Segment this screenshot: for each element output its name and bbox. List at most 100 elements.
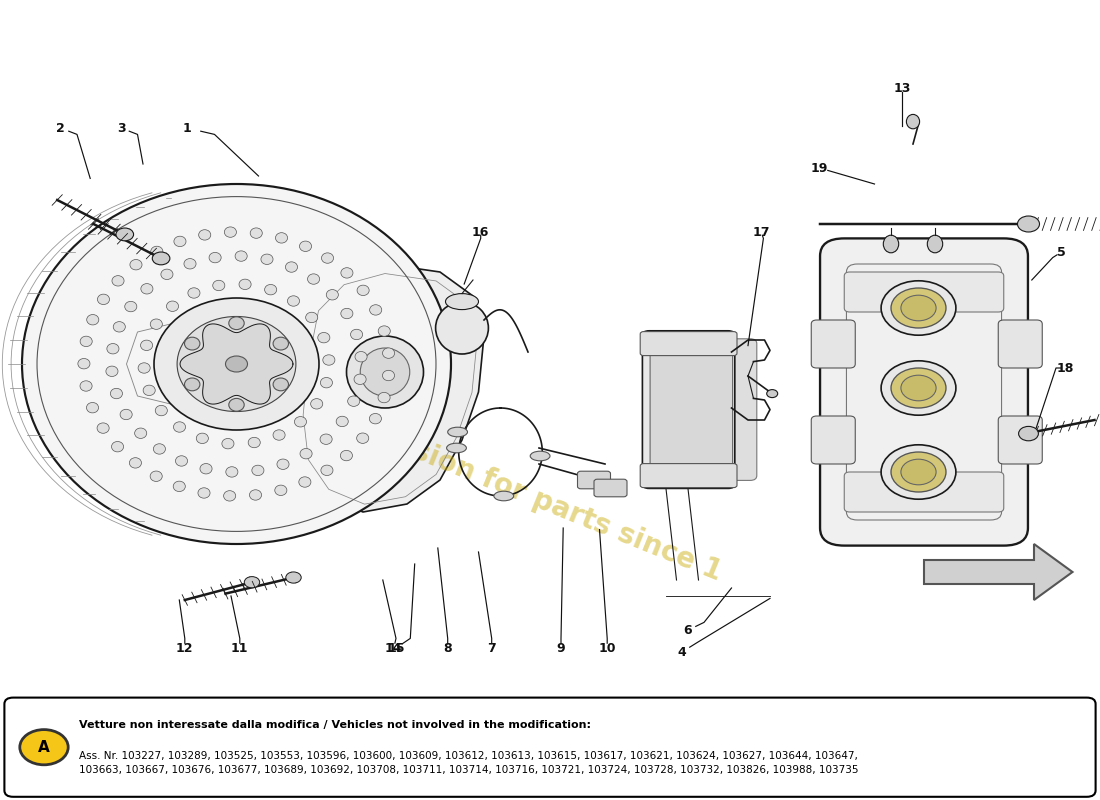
Ellipse shape <box>120 410 132 420</box>
FancyBboxPatch shape <box>845 472 1003 512</box>
Ellipse shape <box>881 281 956 335</box>
Ellipse shape <box>226 466 238 477</box>
FancyBboxPatch shape <box>642 331 735 488</box>
Text: euro: euro <box>197 374 419 458</box>
Ellipse shape <box>150 471 162 482</box>
Text: 7: 7 <box>487 642 496 654</box>
Ellipse shape <box>188 288 200 298</box>
Ellipse shape <box>130 458 142 468</box>
Ellipse shape <box>378 392 390 402</box>
FancyBboxPatch shape <box>640 331 737 355</box>
Text: 1: 1 <box>183 122 191 134</box>
Ellipse shape <box>106 366 118 377</box>
Ellipse shape <box>261 254 273 265</box>
Text: 16: 16 <box>472 226 490 238</box>
Ellipse shape <box>901 295 936 321</box>
Ellipse shape <box>310 398 322 409</box>
Ellipse shape <box>275 485 287 495</box>
Ellipse shape <box>229 317 244 330</box>
Ellipse shape <box>199 230 211 240</box>
FancyBboxPatch shape <box>578 471 610 489</box>
Ellipse shape <box>321 253 333 263</box>
Polygon shape <box>297 264 484 512</box>
Ellipse shape <box>176 456 188 466</box>
Ellipse shape <box>275 233 287 243</box>
FancyBboxPatch shape <box>845 272 1003 312</box>
Ellipse shape <box>151 319 163 330</box>
Ellipse shape <box>351 330 363 340</box>
Ellipse shape <box>378 326 390 336</box>
Text: 10: 10 <box>598 642 616 654</box>
Ellipse shape <box>286 572 301 583</box>
Ellipse shape <box>340 450 352 461</box>
Circle shape <box>20 730 68 765</box>
Ellipse shape <box>110 388 122 398</box>
Ellipse shape <box>141 283 153 294</box>
Ellipse shape <box>306 312 318 322</box>
FancyBboxPatch shape <box>811 320 856 368</box>
Ellipse shape <box>891 288 946 328</box>
Ellipse shape <box>447 443 466 453</box>
Ellipse shape <box>161 269 173 279</box>
Polygon shape <box>180 324 293 404</box>
Ellipse shape <box>87 402 99 413</box>
FancyBboxPatch shape <box>640 464 737 488</box>
Ellipse shape <box>87 314 99 325</box>
Ellipse shape <box>348 396 360 406</box>
Ellipse shape <box>295 417 307 427</box>
Text: Ass. Nr. 103227, 103289, 103525, 103553, 103596, 103600, 103609, 103612, 103613,: Ass. Nr. 103227, 103289, 103525, 103553,… <box>79 750 859 774</box>
Ellipse shape <box>250 228 262 238</box>
Ellipse shape <box>901 375 936 401</box>
Ellipse shape <box>97 423 109 434</box>
Ellipse shape <box>174 422 186 432</box>
Text: 3: 3 <box>117 122 125 134</box>
FancyBboxPatch shape <box>664 339 757 480</box>
Ellipse shape <box>113 322 125 332</box>
FancyBboxPatch shape <box>594 479 627 497</box>
Ellipse shape <box>277 459 289 470</box>
Ellipse shape <box>927 235 943 253</box>
Ellipse shape <box>383 348 395 358</box>
Ellipse shape <box>107 343 119 354</box>
Ellipse shape <box>152 252 169 265</box>
Ellipse shape <box>229 398 244 411</box>
Ellipse shape <box>124 302 136 312</box>
Ellipse shape <box>98 294 110 305</box>
FancyBboxPatch shape <box>999 416 1043 464</box>
Text: 5: 5 <box>1057 246 1066 258</box>
Ellipse shape <box>327 290 339 300</box>
Ellipse shape <box>209 252 221 262</box>
Text: 4: 4 <box>678 646 686 658</box>
Ellipse shape <box>356 433 369 443</box>
Ellipse shape <box>250 490 262 500</box>
Ellipse shape <box>151 246 163 257</box>
Ellipse shape <box>174 236 186 246</box>
Text: 19: 19 <box>811 162 828 174</box>
Text: Vetture non interessate dalla modifica / Vehicles not involved in the modificati: Vetture non interessate dalla modifica /… <box>79 720 591 730</box>
Text: 9: 9 <box>557 642 565 654</box>
Ellipse shape <box>249 438 261 448</box>
Ellipse shape <box>273 338 288 350</box>
Text: 11: 11 <box>231 642 249 654</box>
FancyBboxPatch shape <box>811 416 856 464</box>
FancyBboxPatch shape <box>820 238 1027 546</box>
Ellipse shape <box>22 184 451 544</box>
Text: 18: 18 <box>1056 362 1074 374</box>
Ellipse shape <box>322 355 334 366</box>
Text: 2: 2 <box>56 122 65 134</box>
Ellipse shape <box>265 285 277 295</box>
Ellipse shape <box>155 406 167 416</box>
Ellipse shape <box>370 414 382 424</box>
Ellipse shape <box>891 452 946 492</box>
Ellipse shape <box>320 434 332 445</box>
Ellipse shape <box>901 459 936 485</box>
Ellipse shape <box>80 381 92 391</box>
Ellipse shape <box>383 370 395 381</box>
Ellipse shape <box>767 390 778 398</box>
Ellipse shape <box>224 227 236 238</box>
Ellipse shape <box>341 268 353 278</box>
Ellipse shape <box>153 444 165 454</box>
Ellipse shape <box>906 114 920 129</box>
Ellipse shape <box>154 298 319 430</box>
Ellipse shape <box>299 241 311 251</box>
